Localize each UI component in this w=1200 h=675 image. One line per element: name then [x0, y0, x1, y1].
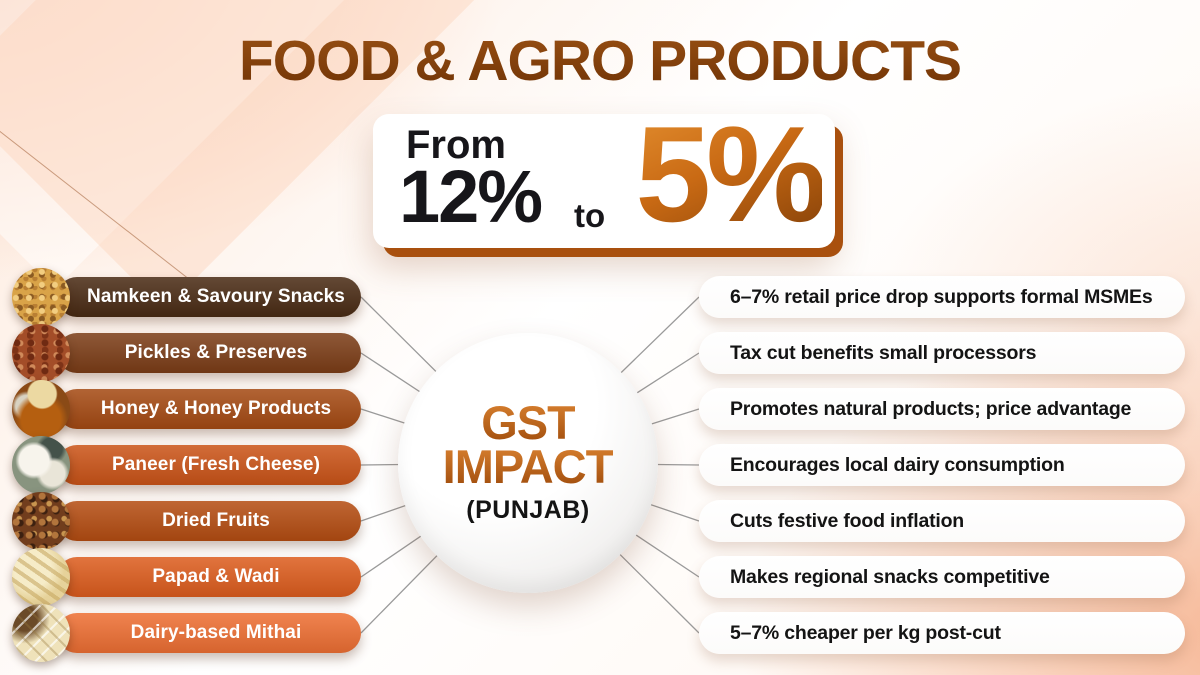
category-label: Honey & Honey Products: [100, 398, 332, 419]
category-row: Paneer (Fresh Cheese): [12, 436, 361, 494]
category-pill: Honey & Honey Products: [57, 389, 361, 429]
hub-subtitle: (PUNJAB): [466, 495, 590, 524]
impact-label: Promotes natural products; price advanta…: [730, 397, 1132, 420]
rate-from-value: 12%: [399, 155, 543, 238]
mithai-photo: [12, 604, 70, 662]
category-pill: Papad & Wadi: [57, 557, 361, 597]
impact-label: Makes regional snacks competitive: [730, 565, 1050, 588]
impact-pill: Tax cut benefits small processors: [699, 332, 1185, 374]
impact-label: Encourages local dairy consumption: [730, 453, 1065, 476]
impact-pill: Cuts festive food inflation: [699, 500, 1185, 542]
honey-jar-photo: [12, 380, 70, 438]
category-label: Pickles & Preserves: [124, 342, 308, 363]
category-row: Papad & Wadi: [12, 548, 361, 606]
category-label: Papad & Wadi: [152, 566, 280, 587]
category-list: Namkeen & Savoury Snacks Pickles & Preser…: [12, 268, 361, 669]
impact-pill: 6–7% retail price drop supports formal M…: [699, 276, 1185, 318]
impact-label: 6–7% retail price drop supports formal M…: [730, 285, 1153, 308]
category-pill: Namkeen & Savoury Snacks: [57, 277, 361, 317]
category-row: Dairy-based Mithai: [12, 604, 361, 662]
impact-pill: Makes regional snacks competitive: [699, 556, 1185, 598]
impact-pill: Encourages local dairy consumption: [699, 444, 1185, 486]
category-label: Paneer (Fresh Cheese): [111, 454, 321, 475]
category-label: Dried Fruits: [162, 510, 270, 531]
category-row: Honey & Honey Products: [12, 380, 361, 438]
central-hub-circle: GST IMPACT (PUNJAB): [398, 333, 658, 593]
category-pill: Paneer (Fresh Cheese): [57, 445, 361, 485]
category-pill: Dairy-based Mithai: [57, 613, 361, 653]
dried-fruits-photo: [12, 492, 70, 550]
impact-label: 5–7% cheaper per kg post-cut: [730, 621, 1001, 644]
hub-title-line2: IMPACT: [442, 439, 615, 493]
category-row: Pickles & Preserves: [12, 324, 361, 382]
impact-pill: Promotes natural products; price advanta…: [699, 388, 1185, 430]
namkeen-snacks-photo: [12, 268, 70, 326]
rate-to-value: 5%: [635, 98, 827, 250]
impact-pill: 5–7% cheaper per kg post-cut: [699, 612, 1185, 654]
category-pill: Pickles & Preserves: [57, 333, 361, 373]
category-row: Namkeen & Savoury Snacks: [12, 268, 361, 326]
category-row: Dried Fruits: [12, 492, 361, 550]
pickles-photo: [12, 324, 70, 382]
papad-photo: [12, 548, 70, 606]
category-label: Dairy-based Mithai: [130, 622, 302, 643]
rate-to-label: to: [574, 197, 606, 234]
rate-change-card: From 12% to 5%: [373, 106, 835, 248]
rate-from-label: From: [406, 123, 506, 167]
impact-list: 6–7% retail price drop supports formal M…: [699, 276, 1185, 668]
hub-title-line1: GST: [481, 396, 576, 450]
category-pill: Dried Fruits: [57, 501, 361, 541]
category-label: Namkeen & Savoury Snacks: [87, 286, 345, 307]
page-title: FOOD & AGRO PRODUCTS: [0, 28, 1200, 94]
impact-label: Cuts festive food inflation: [730, 509, 965, 532]
impact-label: Tax cut benefits small processors: [730, 341, 1037, 364]
paneer-photo: [12, 436, 70, 494]
